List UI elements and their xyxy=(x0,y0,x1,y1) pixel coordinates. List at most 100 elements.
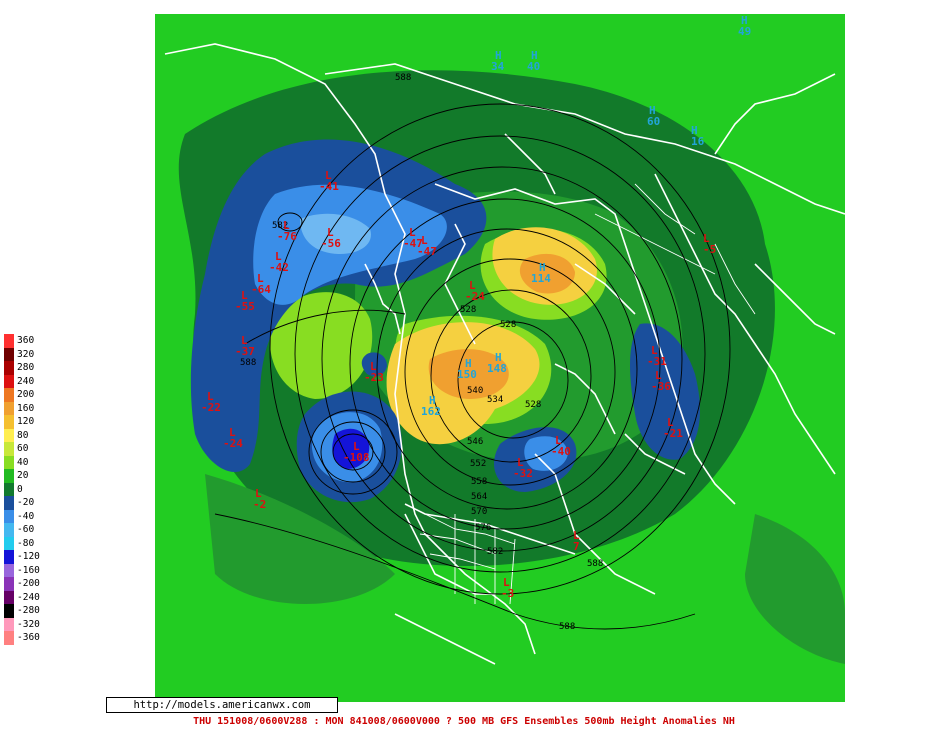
height-label: 564 xyxy=(471,492,487,502)
svg-text:H: H xyxy=(691,124,698,137)
legend-swatch xyxy=(4,442,14,456)
svg-text:H: H xyxy=(495,49,502,62)
legend-label: 20 xyxy=(17,470,29,481)
legend-row: -240 xyxy=(4,590,44,604)
legend-row: 40 xyxy=(4,455,44,469)
svg-text:H: H xyxy=(531,49,538,62)
watermark-url: http://models.americanwx.com xyxy=(106,697,338,713)
height-label: 546 xyxy=(467,437,483,447)
color-legend: 360 320 280 240 200 160 120 80 60 40 20 0 -20 -40 -60-… xyxy=(4,334,44,645)
high-center: H49 xyxy=(738,14,751,38)
legend-swatch xyxy=(4,415,14,429)
legend-swatch xyxy=(4,347,14,361)
legend-row: 280 xyxy=(4,361,44,375)
low-center: L-2 xyxy=(253,487,266,511)
height-contours xyxy=(214,103,731,630)
anomaly-zone-darkgreen-atlantic xyxy=(745,514,845,664)
legend-label: 40 xyxy=(17,456,29,468)
legend-row: 240 xyxy=(4,374,44,388)
svg-text:-22: -22 xyxy=(201,401,221,414)
legend-row: -320 xyxy=(4,617,44,631)
height-label: 552 xyxy=(470,459,486,469)
legend-swatch xyxy=(4,563,14,577)
legend-swatch xyxy=(4,496,14,510)
svg-text:L: L xyxy=(503,576,510,589)
svg-text:-55: -55 xyxy=(235,300,255,313)
low-center: L-3 xyxy=(501,576,514,600)
svg-text:-108: -108 xyxy=(343,451,370,464)
height-label: 588 xyxy=(240,358,256,368)
legend-label: 240 xyxy=(17,375,35,387)
height-label: 534 xyxy=(487,395,503,405)
anomaly-zone-darkgreen-pacific xyxy=(205,474,395,604)
legend-row: -60 xyxy=(4,523,44,537)
legend-row: 160 xyxy=(4,401,44,415)
legend-label: 200 xyxy=(17,389,35,400)
svg-text:L: L xyxy=(255,487,262,500)
legend-label: 120 xyxy=(17,416,35,427)
legend-swatch xyxy=(4,617,14,631)
high-center: H34 xyxy=(491,49,505,73)
svg-text:-40: -40 xyxy=(551,445,571,458)
legend-label: -280 xyxy=(17,605,40,616)
svg-text:L: L xyxy=(555,434,562,447)
svg-text:-47: -47 xyxy=(417,245,437,258)
height-label: 588 xyxy=(395,73,411,83)
low-centers: L-41 L-76 L-56 L-42 L-64 L-55 L-47 L-47 … xyxy=(201,169,716,600)
legend-row: 20 xyxy=(4,469,44,483)
legend-swatch xyxy=(4,455,14,469)
svg-text:-76: -76 xyxy=(277,230,297,243)
legend-row: 360 xyxy=(4,334,44,348)
legend-label: 360 xyxy=(17,335,35,346)
svg-text:40: 40 xyxy=(527,60,540,73)
low-center: L-56 xyxy=(321,226,341,250)
low-center: L-55 xyxy=(235,289,255,313)
legend-swatch xyxy=(4,482,14,496)
svg-text:-3: -3 xyxy=(501,587,514,600)
svg-text:H: H xyxy=(495,351,502,364)
svg-text:60: 60 xyxy=(647,115,660,128)
height-label: 528 xyxy=(500,320,516,330)
legend-row: 200 xyxy=(4,388,44,402)
legend-row: -20 xyxy=(4,496,44,510)
anomaly-zone-orange-siberia xyxy=(519,253,575,294)
legend-swatch xyxy=(4,577,14,591)
height-label: 576 xyxy=(475,523,491,533)
svg-text:L: L xyxy=(573,529,580,542)
weather-map: 588 582 588 528 528 540 534 528 546 552 … xyxy=(155,14,845,702)
low-center: L-47 xyxy=(417,234,437,258)
legend-row: 60 xyxy=(4,442,44,456)
legend-swatch xyxy=(4,374,14,388)
svg-text:-64: -64 xyxy=(251,283,271,296)
low-center: L-64 xyxy=(251,272,271,296)
svg-text:L: L xyxy=(667,416,674,429)
height-label: 588 xyxy=(559,622,575,632)
svg-text:-32: -32 xyxy=(513,467,533,480)
height-label: 570 xyxy=(471,507,487,517)
height-label: 582 xyxy=(487,547,503,557)
svg-text:L: L xyxy=(517,456,524,469)
low-center: L7 xyxy=(573,529,580,553)
svg-text:114: 114 xyxy=(531,272,551,285)
legend-row: -80 xyxy=(4,536,44,550)
svg-text:L: L xyxy=(421,234,428,247)
legend-swatch xyxy=(4,401,14,415)
anomaly-zone-orange-arctic xyxy=(428,349,509,399)
legend-label: -200 xyxy=(17,578,40,589)
svg-text:-47: -47 xyxy=(403,237,423,250)
svg-text:-5: -5 xyxy=(703,243,716,256)
legend-swatch xyxy=(4,550,14,564)
svg-text:-21: -21 xyxy=(663,427,683,440)
legend-row: 80 xyxy=(4,428,44,442)
svg-text:L: L xyxy=(655,369,662,382)
svg-text:L: L xyxy=(469,279,476,292)
svg-text:148: 148 xyxy=(487,362,507,375)
svg-text:49: 49 xyxy=(738,25,751,38)
legend-swatch xyxy=(4,428,14,442)
svg-text:16: 16 xyxy=(691,135,705,148)
svg-text:-56: -56 xyxy=(321,237,341,250)
low-center: L-76 xyxy=(277,219,297,243)
